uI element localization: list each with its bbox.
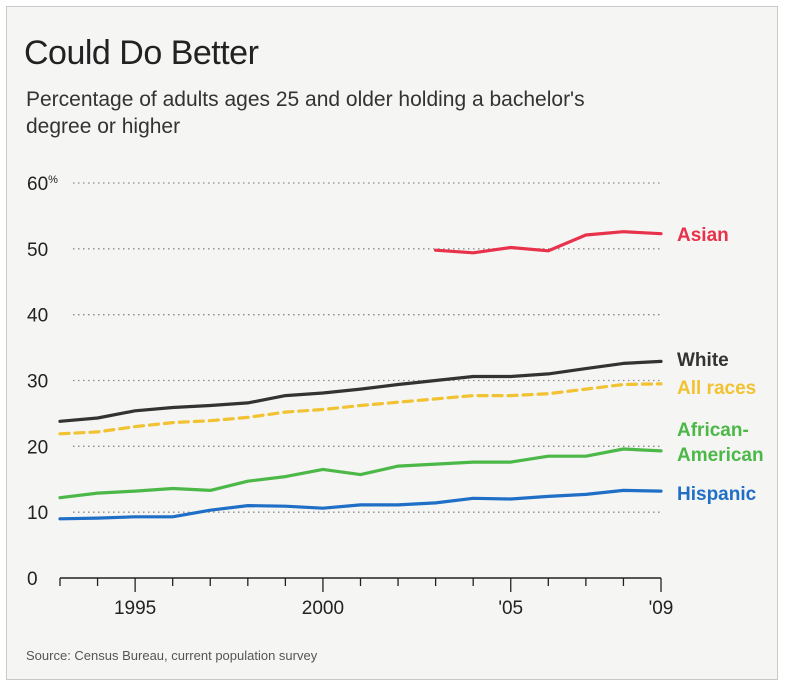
y-tick-label: 0 [27, 569, 38, 590]
x-tick-label: 1995 [114, 598, 156, 619]
series-line-asian [434, 230, 663, 255]
y-tick-label: 20 [27, 437, 48, 458]
series-line-hispanic [58, 488, 663, 521]
series-line-african-american [58, 447, 663, 500]
series-label-all-races: All races [677, 378, 756, 399]
series-line-all-races [58, 382, 663, 436]
y-tick-label: 10 [27, 503, 48, 524]
x-tick-label: '05 [498, 598, 523, 619]
series-label-african-american: African- [677, 420, 749, 441]
chart-subtitle: Percentage of adults ages 25 and older h… [26, 88, 585, 138]
y-tick-label: 40 [27, 306, 48, 327]
chart-title: Could Do Better [24, 34, 259, 72]
series-label-african-american: American [677, 445, 764, 466]
y-tick-label: 30 [27, 372, 48, 393]
series-label-hispanic: Hispanic [677, 484, 757, 505]
series-label-asian: Asian [677, 225, 729, 246]
chart-frame [6, 6, 778, 680]
series-label-white: White [677, 350, 729, 371]
source-note: Source: Census Bureau, current populatio… [26, 648, 318, 663]
y-tick-label: 50 [27, 240, 48, 261]
series-line-white [58, 359, 663, 423]
y-tick-label: 60% [27, 174, 58, 195]
x-tick-label: '09 [649, 598, 674, 619]
x-tick-label: 2000 [302, 598, 344, 619]
